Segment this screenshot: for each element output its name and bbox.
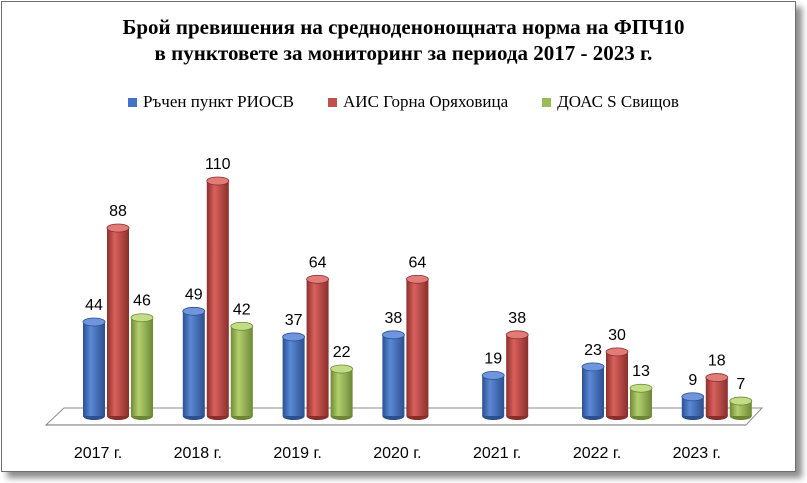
- data-label-2-1: 42: [233, 301, 251, 318]
- bar-2-6: [729, 396, 753, 420]
- bars-layer: [82, 176, 753, 420]
- data-label-0-3: 38: [385, 310, 403, 327]
- chart-title: Брой превишения на средноденонощната нор…: [0, 14, 807, 66]
- legend-swatch-ais: [328, 97, 338, 107]
- x-tick-label-0: 2017 г.: [74, 445, 122, 462]
- bar-2-1: [230, 321, 254, 420]
- data-label-1-6: 18: [708, 353, 726, 370]
- data-label-1-5: 30: [608, 327, 626, 344]
- legend-item-doas: ДОАС S Свищов: [542, 92, 679, 112]
- data-label-1-0: 88: [109, 203, 127, 220]
- legend-label-riosv: Ръчен пункт РИОСВ: [143, 92, 295, 111]
- data-label-1-3: 64: [409, 254, 427, 271]
- chart-title-line-2: в пунктовете за мониторинг за периода 20…: [154, 41, 653, 65]
- bar-0-3: [381, 330, 405, 420]
- bar-1-1: [206, 176, 230, 420]
- data-label-0-6: 9: [688, 372, 697, 389]
- bar-0-5: [581, 362, 605, 420]
- legend-label-doas: ДОАС S Свищов: [557, 92, 679, 111]
- chart-legend: Ръчен пункт РИОСВ АИС Горна Оряховица ДО…: [0, 92, 807, 112]
- data-label-1-2: 64: [309, 254, 327, 271]
- bar-2-0: [130, 313, 154, 420]
- x-tick-label-3: 2020 г.: [373, 445, 421, 462]
- x-tick-label-2: 2019 г.: [273, 445, 321, 462]
- legend-swatch-riosv: [128, 97, 138, 107]
- bar-1-4: [505, 330, 529, 420]
- data-label-0-1: 49: [185, 286, 203, 303]
- data-label-0-2: 37: [285, 312, 303, 329]
- bar-1-6: [705, 373, 729, 420]
- data-labels-layer: 44 88 46 49 110 42 37 64 22 38 64 19 38 23 30 13 9 18 7: [85, 156, 745, 393]
- x-tick-label-6: 2023 г.: [673, 445, 721, 462]
- data-label-0-0: 44: [85, 297, 103, 314]
- bar-0-2: [282, 332, 306, 420]
- data-label-1-4: 38: [508, 310, 526, 327]
- x-tick-label-1: 2018 г.: [174, 445, 222, 462]
- legend-item-ais: АИС Горна Оряховица: [328, 92, 508, 112]
- data-label-2-2: 22: [333, 344, 351, 361]
- bar-0-1: [182, 306, 206, 420]
- data-label-2-5: 13: [632, 363, 650, 380]
- legend-label-ais: АИС Горна Оряховица: [343, 92, 509, 111]
- data-label-2-6: 7: [736, 376, 745, 393]
- bar-2-5: [629, 383, 653, 420]
- legend-item-riosv: Ръчен пункт РИОСВ: [128, 92, 294, 112]
- bar-1-5: [605, 347, 629, 420]
- bar-0-4: [481, 371, 505, 420]
- bar-0-0: [82, 317, 106, 420]
- chart-title-line-1: Брой превишения на средноденонощната нор…: [122, 15, 685, 39]
- bar-1-0: [106, 223, 130, 420]
- bar-1-3: [405, 274, 429, 420]
- data-label-0-5: 23: [584, 342, 602, 359]
- bar-0-6: [681, 392, 705, 420]
- data-label-2-0: 46: [133, 293, 151, 310]
- legend-swatch-doas: [542, 97, 552, 107]
- bar-1-2: [306, 274, 330, 420]
- data-label-1-1: 110: [205, 156, 231, 173]
- x-tick-label-5: 2022 г.: [573, 445, 621, 462]
- x-tick-label-4: 2021 г.: [473, 445, 521, 462]
- data-label-0-4: 19: [484, 350, 502, 367]
- bar-2-2: [330, 364, 354, 420]
- x-tick-labels-layer: 2017 г. 2018 г. 2019 г. 2020 г. 2021 г. 2022 …: [74, 445, 721, 462]
